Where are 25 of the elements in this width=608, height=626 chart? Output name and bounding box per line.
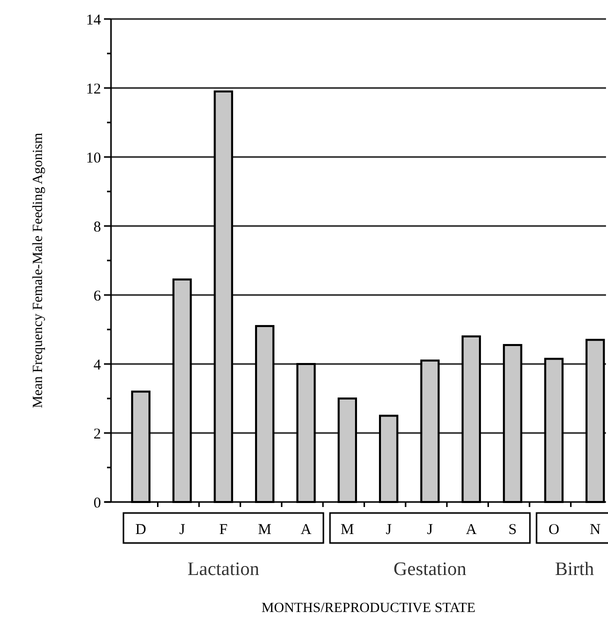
x-tick-label: A [466, 522, 477, 538]
x-tick-label: J [427, 522, 434, 538]
y-tick-label: 8 [94, 219, 101, 236]
x-tick-label: M [258, 522, 272, 538]
x-tick-label: N [590, 522, 601, 538]
y-tick-label: 4 [94, 357, 102, 374]
x-tick-label: A [300, 522, 312, 538]
x-tick-label: F [219, 522, 228, 538]
y-tick-label: 14 [86, 12, 102, 28]
y-axis-title: Mean Frequency Female-Male Feeding Agonism [31, 132, 46, 408]
y-tick-label: 10 [86, 150, 101, 166]
y-tick-label: 12 [86, 81, 101, 98]
x-tick-label: M [340, 522, 354, 538]
y-tick-label: 0 [94, 495, 101, 512]
text: Lactation [188, 559, 260, 580]
x-tick-label: D [135, 522, 146, 538]
x-axis-title: MONTHS/REPRODUCTIVE STATE [262, 601, 476, 616]
y-tick-label: 2 [94, 426, 101, 442]
text: Gestation [394, 559, 467, 580]
x-tick-label: J [386, 522, 392, 538]
x-tick-label: S [508, 522, 517, 538]
x-tick-label: O [548, 522, 560, 538]
y-tick-label: 6 [94, 288, 102, 304]
text: Birth [555, 559, 595, 580]
x-tick-label: J [179, 522, 186, 538]
